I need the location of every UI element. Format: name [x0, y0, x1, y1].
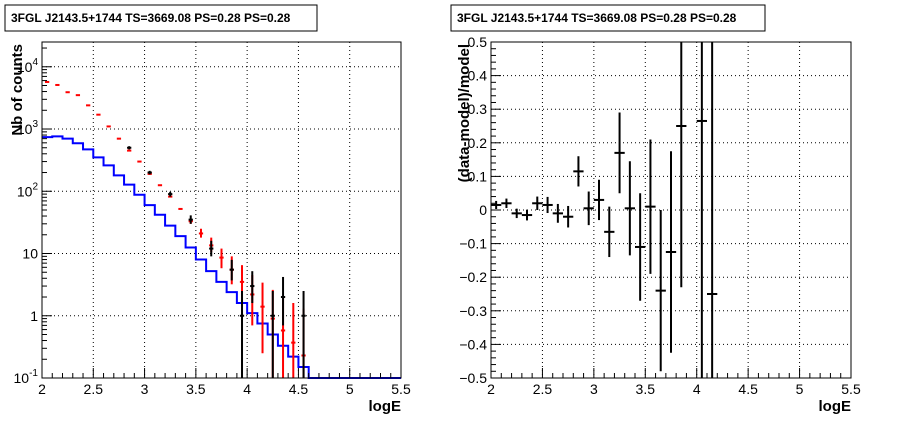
- right-x-tick-label: 2: [487, 381, 495, 397]
- right-x-tick-label: 4.5: [738, 381, 758, 397]
- left-x-tick-label: 2: [38, 381, 46, 397]
- left-y-tick-label: 103: [17, 119, 39, 137]
- left-x-tick-label: 2.5: [84, 381, 104, 397]
- right-y-tick-labels: −0.5 −0.4 −0.3 −0.2 −0.1 0 0.1 0.2 0.3 0.4 0.5: [459, 34, 487, 386]
- right-x-tick-label: 5: [796, 381, 804, 397]
- left-x-tick-labels: 2 2.5 3 3.5 4 4.5 5 5.5: [38, 381, 411, 397]
- right-x-tick-label: 4: [693, 381, 701, 397]
- left-y-tick-label: 102: [17, 181, 39, 199]
- right-y-tick-label: 0.5: [468, 34, 488, 50]
- right-y-tick-label: 0.3: [468, 101, 488, 117]
- left-gridlines: [41, 42, 402, 379]
- right-chart-title: 3FGL J2143.5+1744 TS=3669.08 PS=0.28 PS=…: [457, 11, 737, 25]
- left-x-tick-label: 5.5: [391, 381, 411, 397]
- right-y-tick-label: 0: [479, 202, 487, 218]
- right-x-tick-label: 3.5: [636, 381, 656, 397]
- left-y-tick-label: 1: [30, 308, 38, 324]
- right-title-box: [450, 4, 766, 32]
- right-y-tick-label: −0.2: [459, 269, 487, 285]
- left-y-tick-label: 10: [22, 246, 38, 262]
- residuals-panel: 2 2.5 3 3.5 4 4.5 5 5.5 −0.5 −0.4 −0.3 −0.2 −0.1 0 0.…: [450, 4, 861, 415]
- left-y-axis-title: Nb of counts: [9, 44, 26, 136]
- left-plot-frame: [41, 41, 402, 379]
- model-histogram-line: [42, 135, 401, 379]
- left-x-tick-label: 5: [346, 381, 354, 397]
- right-x-tick-label: 2.5: [533, 381, 553, 397]
- left-title-box: [4, 4, 318, 32]
- right-x-tick-labels: 2 2.5 3 3.5 4 4.5 5 5.5: [487, 381, 861, 397]
- left-tick-marks: [41, 47, 402, 379]
- right-x-axis-title: logE: [819, 398, 852, 415]
- left-y-tick-label: 10-1: [14, 368, 39, 386]
- left-y-tick-labels: 10-1 1 10 102 103 104: [14, 57, 39, 386]
- left-y-tick-label: 104: [17, 57, 39, 75]
- right-y-tick-label: −0.5: [459, 370, 487, 386]
- right-y-tick-label: 0.2: [468, 135, 488, 151]
- right-tick-marks: [490, 41, 852, 379]
- right-y-tick-label: −0.3: [459, 303, 487, 319]
- right-y-tick-label: 0.1: [468, 168, 488, 184]
- right-y-axis-title: (data-model)/model: [456, 44, 473, 182]
- right-x-tick-label: 5.5: [841, 381, 861, 397]
- right-series-layer: [491, 42, 718, 378]
- counts-spectrum-panel: 2 2.5 3 3.5 4 4.5 5 5.5 10-1 1 10 102 103 104 3FGL J…: [4, 4, 411, 415]
- right-y-tick-label: 0.4: [468, 68, 488, 84]
- right-y-tick-label: −0.4: [459, 336, 487, 352]
- right-x-tick-label: 3: [590, 381, 598, 397]
- left-x-tick-label: 4: [243, 381, 251, 397]
- left-x-tick-label: 3.5: [186, 381, 206, 397]
- left-x-axis-title: logE: [369, 398, 402, 415]
- left-chart-title: 3FGL J2143.5+1744 TS=3669.08 PS=0.28 PS=…: [11, 11, 291, 25]
- left-x-tick-label: 4.5: [289, 381, 309, 397]
- right-y-tick-label: −0.1: [459, 236, 487, 252]
- left-x-tick-label: 3: [141, 381, 149, 397]
- left-series-layer: [42, 80, 401, 379]
